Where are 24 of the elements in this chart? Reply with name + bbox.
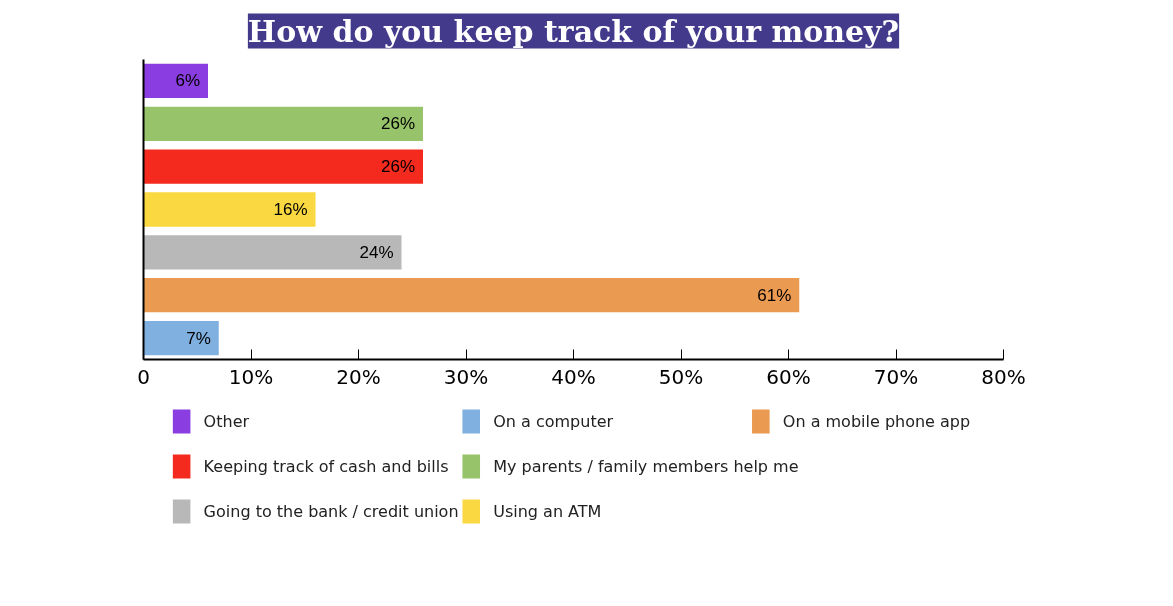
x-tick-label: 50%	[658, 364, 704, 389]
data-label: 6%	[175, 71, 201, 91]
x-tick-label: 40%	[551, 364, 596, 389]
data-label: 26%	[380, 157, 416, 177]
data-label: 24%	[359, 242, 394, 262]
x-tick-label: 60%	[766, 364, 811, 389]
data-label: 7%	[186, 328, 211, 348]
x-tick-label: 10%	[228, 364, 274, 389]
legend-label: On a mobile phone app	[782, 412, 971, 431]
legend-label: Other	[203, 412, 250, 431]
data-label: 26%	[380, 114, 416, 134]
x-tick-label: 30%	[443, 364, 489, 389]
x-tick-label: 70%	[873, 364, 919, 389]
legend-label: My parents / family members help me	[493, 457, 799, 476]
legend-label: On a computer	[493, 412, 614, 431]
legend-label: Using an ATM	[493, 502, 602, 521]
legend-label: Going to the bank / credit union	[203, 502, 459, 521]
legend-label: Keeping track of cash and bills	[203, 457, 449, 476]
data-label: 61%	[757, 285, 792, 305]
chart-title: How do you keep track of your money?	[247, 13, 900, 49]
data-label: 16%	[273, 200, 308, 219]
x-tick-label: 0	[137, 364, 150, 389]
x-tick-label: 20%	[336, 364, 381, 389]
x-tick-label: 80%	[981, 364, 1026, 389]
